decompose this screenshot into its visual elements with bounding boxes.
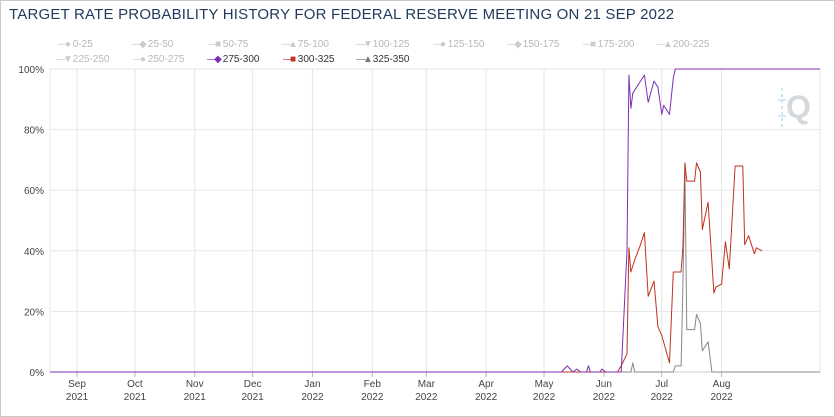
legend-item-275-300[interactable]: —◆ 275-300 [206, 52, 281, 67]
x-tick-label-month: May [535, 379, 554, 390]
legend-item-100-125[interactable]: —▼ 100-125 [356, 37, 431, 52]
chart-legend: —● 0-25 —◆ 25-50 —■ 50-75 —▲ 75-100 —▼ 100-1… [56, 37, 796, 67]
legend-item-125-150[interactable]: —● 125-150 [431, 37, 506, 52]
legend-item-300-325[interactable]: —■ 300-325 [281, 52, 356, 67]
legend-circle-icon: —● [432, 39, 446, 50]
legend-triangle-icon: —▲ [281, 39, 298, 50]
legend-triangle-down-icon: —▼ [56, 54, 73, 65]
legend-item-label: 250-275 [145, 54, 185, 65]
legend-item-label: 275-300 [220, 54, 260, 65]
legend-item-175-200[interactable]: —■ 175-200 [581, 37, 656, 52]
x-tick-label-year: 2022 [301, 392, 324, 403]
legend-item-label: 300-325 [295, 54, 335, 65]
series-line-300-325 [50, 162, 763, 373]
legend-item-label: 200-225 [670, 39, 710, 50]
legend-triangle-icon: —▲ [656, 39, 673, 50]
series-line-325-350 [50, 171, 820, 373]
legend-item-label: 75-100 [295, 39, 329, 50]
y-tick-label: 80% [24, 126, 44, 137]
x-tick-label-year: 2022 [475, 392, 498, 403]
legend-item-0-25[interactable]: —● 0-25 [56, 37, 131, 52]
legend-item-label: 150-175 [520, 39, 560, 50]
legend-item-225-250[interactable]: —▼ 225-250 [56, 52, 131, 67]
legend-circle-icon: —● [132, 54, 146, 65]
x-tick-label-month: Mar [418, 379, 436, 390]
x-axis: Sep 2021 Oct 2021 Nov 2021 Dec 2021 Jan 2022 Feb 20… [66, 372, 733, 403]
x-tick-label-year: 2021 [242, 392, 265, 403]
y-axis: 0% 20% 40% 60% 80% 100% [18, 65, 44, 379]
legend-item-25-50[interactable]: —◆ 25-50 [131, 37, 206, 52]
x-tick-label-year: 2022 [710, 392, 733, 403]
x-tick-label-month: Jan [304, 379, 320, 390]
x-tick-label-year: 2022 [533, 392, 556, 403]
x-tick-label-year: 2022 [361, 392, 384, 403]
x-tick-label-month: Jul [655, 379, 668, 390]
chart-title: TARGET RATE PROBABILITY HISTORY FOR FEDE… [9, 6, 675, 23]
legend-diamond-icon: —◆ [132, 39, 147, 50]
legend-item-label: 225-250 [70, 54, 110, 65]
series-line-275-300 [50, 68, 820, 373]
legend-item-75-100[interactable]: —▲ 75-100 [281, 37, 356, 52]
x-tick-label-month: Oct [127, 379, 143, 390]
x-tick-label-month: Dec [244, 379, 262, 390]
legend-item-label: 100-125 [370, 39, 410, 50]
x-tick-label-year: 2021 [184, 392, 207, 403]
q-watermark-icon: Q [778, 88, 811, 130]
y-tick-label: 20% [24, 307, 44, 318]
x-tick-label-month: Sep [68, 379, 86, 390]
y-tick-label: 40% [24, 247, 44, 258]
x-tick-label-month: Jun [596, 379, 612, 390]
x-tick-label-month: Apr [478, 379, 494, 390]
legend-square-icon: —■ [207, 39, 221, 50]
series-lines [50, 68, 820, 373]
legend-diamond-icon: —◆ [507, 39, 522, 50]
legend-square-icon: —■ [582, 39, 596, 50]
legend-item-50-75[interactable]: —■ 50-75 [206, 37, 281, 52]
y-tick-label: 60% [24, 186, 44, 197]
legend-square-icon: —■ [282, 54, 296, 65]
legend-item-label: 0-25 [70, 39, 93, 50]
x-tick-label-month: Feb [364, 379, 382, 390]
legend-item-250-275[interactable]: —● 250-275 [131, 52, 206, 67]
y-tick-label: 100% [18, 65, 44, 76]
x-tick-label-month: Nov [186, 379, 204, 390]
legend-item-325-350[interactable]: —▲ 325-350 [356, 52, 431, 67]
x-tick-label-year: 2022 [415, 392, 438, 403]
legend-item-label: 175-200 [595, 39, 635, 50]
legend-item-label: 50-75 [220, 39, 249, 50]
x-tick-label-month: Aug [713, 379, 731, 390]
x-tick-label-year: 2021 [66, 392, 89, 403]
y-tick-label: 0% [30, 368, 45, 379]
legend-item-150-175[interactable]: —◆ 150-175 [506, 37, 581, 52]
grid-lines [49, 68, 821, 373]
legend-diamond-icon: —◆ [207, 54, 222, 65]
x-tick-label-year: 2022 [651, 392, 674, 403]
legend-item-200-225[interactable]: —▲ 200-225 [656, 37, 731, 52]
x-tick-label-year: 2022 [593, 392, 616, 403]
x-tick-label-year: 2021 [124, 392, 147, 403]
legend-item-label: 125-150 [445, 39, 485, 50]
legend-item-label: 325-350 [370, 54, 410, 65]
svg-text:Q: Q [786, 89, 811, 125]
legend-triangle-down-icon: —▼ [356, 39, 373, 50]
legend-circle-icon: —● [57, 39, 71, 50]
legend-item-label: 25-50 [145, 39, 174, 50]
legend-triangle-icon: —▲ [356, 54, 373, 65]
